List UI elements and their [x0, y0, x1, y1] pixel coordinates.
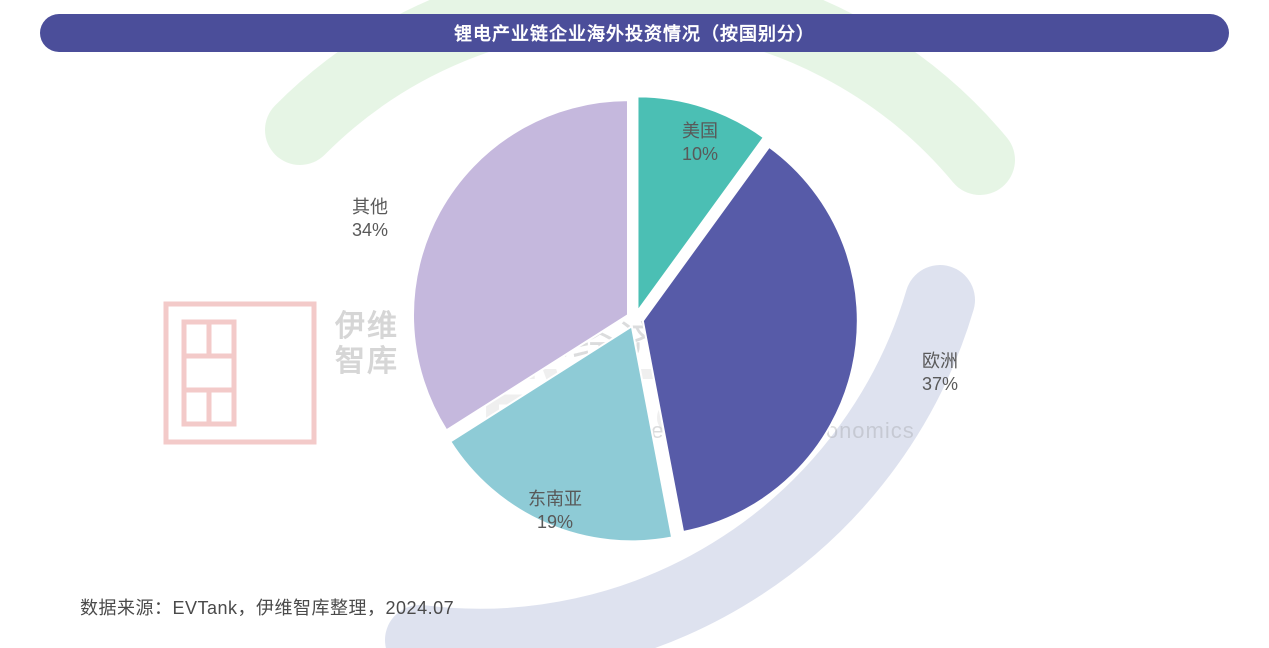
pie-chart: 美国 10% 欧洲 37% 东南亚 19% 其他 34% — [0, 60, 1269, 578]
slice-label: 东南亚 19% — [528, 488, 582, 533]
pie-svg — [390, 74, 880, 564]
slice-label: 美国 10% — [682, 120, 718, 165]
slice-label-value: 10% — [682, 144, 718, 164]
slice-label-value: 37% — [922, 374, 958, 394]
slice-label-value: 34% — [352, 220, 388, 240]
chart-title: 锂电产业链企业海外投资情况（按国别分） — [454, 20, 815, 46]
slice-label-name: 其他 — [352, 197, 388, 217]
slice-label: 欧洲 37% — [922, 350, 958, 395]
slice-label-value: 19% — [537, 512, 573, 532]
title-bar: 锂电产业链企业海外投资情况（按国别分） — [40, 14, 1229, 52]
slice-label: 其他 34% — [352, 196, 388, 241]
slice-label-name: 欧洲 — [922, 351, 958, 371]
slice-label-name: 东南亚 — [528, 489, 582, 509]
slice-label-name: 美国 — [682, 121, 718, 141]
data-source: 数据来源：EVTank，伊维智库整理，2024.07 — [80, 594, 454, 620]
